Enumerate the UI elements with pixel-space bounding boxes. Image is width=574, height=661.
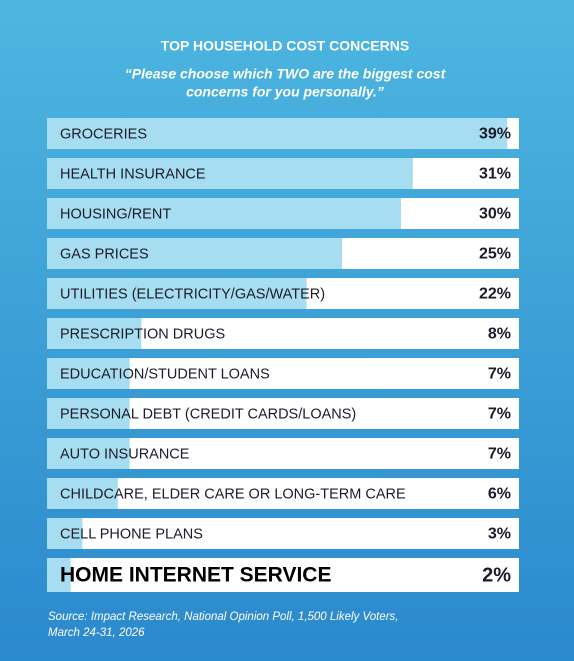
bar	[47, 558, 71, 592]
category-label: EDUCATION/STUDENT LOANS	[60, 366, 270, 382]
category-label: CHILDCARE, ELDER CARE OR LONG-TERM CARE	[60, 486, 406, 502]
row-background	[47, 518, 519, 549]
bar	[47, 278, 307, 309]
category-label: CELL PHONE PLANS	[60, 526, 203, 542]
bar	[47, 398, 130, 429]
value-label: 8%	[488, 326, 511, 343]
bar	[47, 358, 130, 389]
category-label: GAS PRICES	[60, 246, 149, 262]
subtitle: concerns for you personally.”	[186, 84, 384, 100]
category-label: GROCERIES	[60, 126, 147, 142]
category-label: PERSONAL DEBT (CREDIT CARDS/LOANS)	[60, 406, 356, 422]
bar	[47, 158, 413, 189]
bar	[47, 118, 508, 149]
source: March 24-31, 2026	[48, 627, 145, 639]
value-label: 22%	[479, 286, 511, 303]
value-label: 7%	[488, 366, 511, 383]
category-label: HEALTH INSURANCE	[60, 166, 206, 182]
category-label: AUTO INSURANCE	[60, 446, 190, 462]
bar	[47, 438, 130, 469]
value-label: 39%	[479, 126, 511, 143]
category-label: HOME INTERNET SERVICE	[60, 564, 331, 587]
row-background	[47, 478, 519, 509]
bar	[47, 318, 142, 349]
source: Source: Impact Research, National Opinio…	[48, 611, 399, 623]
value-label: 7%	[488, 446, 511, 463]
value-label: 2%	[482, 564, 511, 586]
category-label: HOUSING/RENT	[60, 206, 171, 222]
value-label: 6%	[488, 486, 511, 503]
value-label: 7%	[488, 406, 511, 423]
bar	[47, 518, 83, 549]
category-label: PRESCRIPTION DRUGS	[60, 326, 225, 342]
bar	[47, 478, 118, 509]
value-label: 30%	[479, 206, 511, 223]
value-label: 3%	[488, 526, 511, 543]
value-label: 31%	[479, 166, 511, 183]
bar	[47, 238, 342, 269]
subtitle: “Please choose which TWO are the biggest…	[125, 66, 447, 82]
row-background	[47, 558, 519, 592]
category-label: UTILITIES (ELECTRICITY/GAS/WATER)	[60, 286, 325, 302]
value-label: 25%	[479, 246, 511, 263]
bar	[47, 198, 401, 229]
chart-title: TOP HOUSEHOLD COST CONCERNS	[161, 38, 409, 54]
